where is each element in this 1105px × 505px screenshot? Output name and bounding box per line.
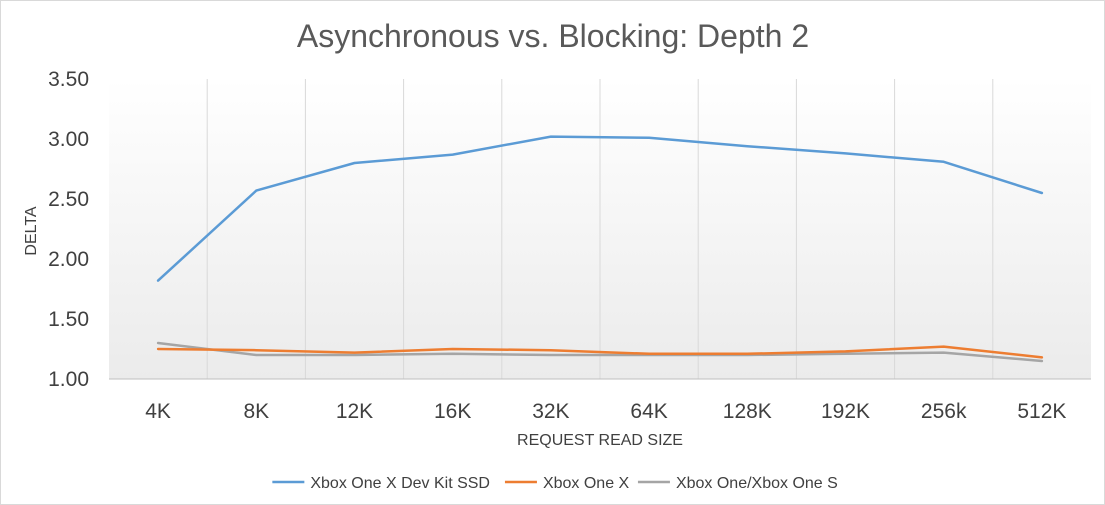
series-line-0 [156, 135, 1044, 282]
x-axis-ticks: 4K 8K 12K 16K 32K 64K 128K 192K 256k 512K [145, 400, 1066, 423]
x-tick-label: 32K [532, 400, 569, 423]
y-axis-title: DELTA [23, 206, 40, 256]
legend-label: Xbox One/Xbox One S [676, 475, 838, 492]
x-tick-label: 8K [243, 400, 269, 423]
legend-label: Xbox One X Dev Kit SSD [310, 475, 490, 492]
series-lines [156, 135, 1044, 363]
y-tick-label: 3.00 [48, 128, 89, 151]
legend-label: Xbox One X [543, 475, 630, 492]
series-line-2 [156, 341, 1044, 363]
x-tick-label: 4K [145, 400, 171, 423]
series-line-1 [156, 345, 1044, 359]
y-tick-label: 2.50 [48, 188, 89, 211]
y-tick-label: 3.50 [48, 68, 89, 91]
x-tick-label: 192K [821, 400, 870, 423]
y-tick-label: 1.00 [48, 368, 89, 391]
x-tick-label: 64K [630, 400, 667, 423]
x-tick-label: 12K [336, 400, 373, 423]
legend: Xbox One X Dev Kit SSD Xbox One X Xbox One… [272, 475, 838, 492]
y-tick-label: 2.00 [48, 248, 89, 271]
gridlines [206, 79, 994, 379]
y-axis-ticks: 1.00 1.50 2.00 2.50 3.00 3.50 [48, 68, 89, 391]
x-axis-title: REQUEST READ SIZE [517, 432, 683, 449]
x-tick-label: 128K [723, 400, 772, 423]
x-tick-label: 16K [434, 400, 471, 423]
x-tick-label: 256k [921, 400, 967, 423]
y-tick-label: 1.50 [48, 308, 89, 331]
x-tick-label: 512K [1017, 400, 1066, 423]
chart-title: Asynchronous vs. Blocking: Depth 2 [297, 18, 809, 54]
